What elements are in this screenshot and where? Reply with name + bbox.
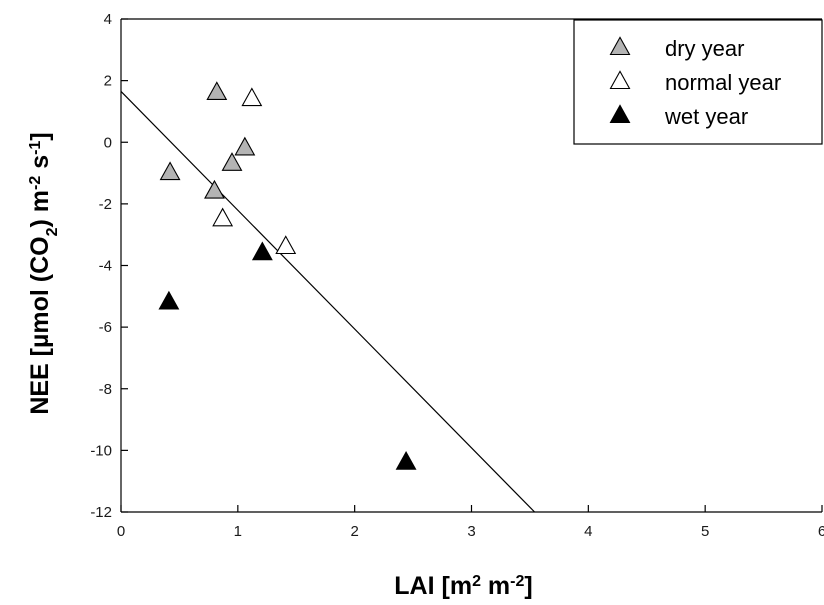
axis-title-part: m [481,572,510,600]
y-tick-label: -12 [90,504,112,521]
y-tick-label: -6 [99,319,112,336]
x-tick-label: 1 [234,523,242,540]
y-tick-label: -2 [99,196,112,213]
legend-marker-dry-year [609,36,631,56]
axis-title-part: NEE [µmol (CO [26,236,54,414]
dry-year-point [159,161,181,181]
regression-line [120,90,536,513]
y-tick-label: -4 [99,258,112,275]
axis-title-part: -2 [27,176,44,190]
legend-marker-wet-year [609,104,631,124]
y-tick-label: 4 [104,11,112,28]
legend-label-normal-year: normal year [665,70,781,95]
x-tick-label: 4 [584,523,592,540]
axis-title-part: ) m [26,190,54,228]
x-tick-label: 2 [350,523,358,540]
dry-year-point [234,136,256,156]
axis-title-part: ] [524,572,532,600]
legend-marker-normal-year [609,70,631,90]
axis-title-part: -2 [510,573,524,590]
axis-title-part: -1 [27,141,44,155]
axis-title-part: LAI [m [394,572,472,600]
y-axis-title: NEE [µmol (CO2) m-2 s-1] [26,132,61,414]
y-tick-label: -8 [99,381,112,398]
y-tick-label: 0 [104,134,112,151]
axis-title-part: 2 [472,573,481,590]
axis-title-part: s [26,155,54,176]
data-points [158,81,417,470]
x-tick-label: 3 [467,523,475,540]
dry-year-point [206,81,228,100]
legend-label-dry-year: dry year [665,36,744,61]
axis-title-part: 2 [44,227,61,236]
normal-year-point [241,87,263,107]
axis-title-part: ] [26,132,54,140]
x-tick-label: 0 [117,523,125,540]
legend-label-wet-year: wet year [664,104,748,129]
dry-year-point [204,179,225,199]
wet-year-point [395,450,417,470]
wet-year-point [251,241,273,261]
regression-line-layer [120,90,536,513]
axis-titles: LAI [m2 m-2]NEE [µmol (CO2) m-2 s-1] [26,132,533,600]
normal-year-point [212,207,234,227]
x-axis-title: LAI [m2 m-2] [394,572,532,600]
axes: 0 1 2 3 4 5 6 -12 -10 -8 -6 -4 -2 0 2 4 [90,11,824,540]
dry-year-point [221,152,243,171]
wet-year-point [158,290,180,310]
normal-year-point [275,235,297,255]
x-tick-label: 6 [818,523,824,540]
y-tick-label: 2 [104,73,112,90]
legend: dry year normal year wet year [573,19,823,145]
y-tick-label: -10 [90,442,112,459]
x-tick-label: 5 [701,523,709,540]
